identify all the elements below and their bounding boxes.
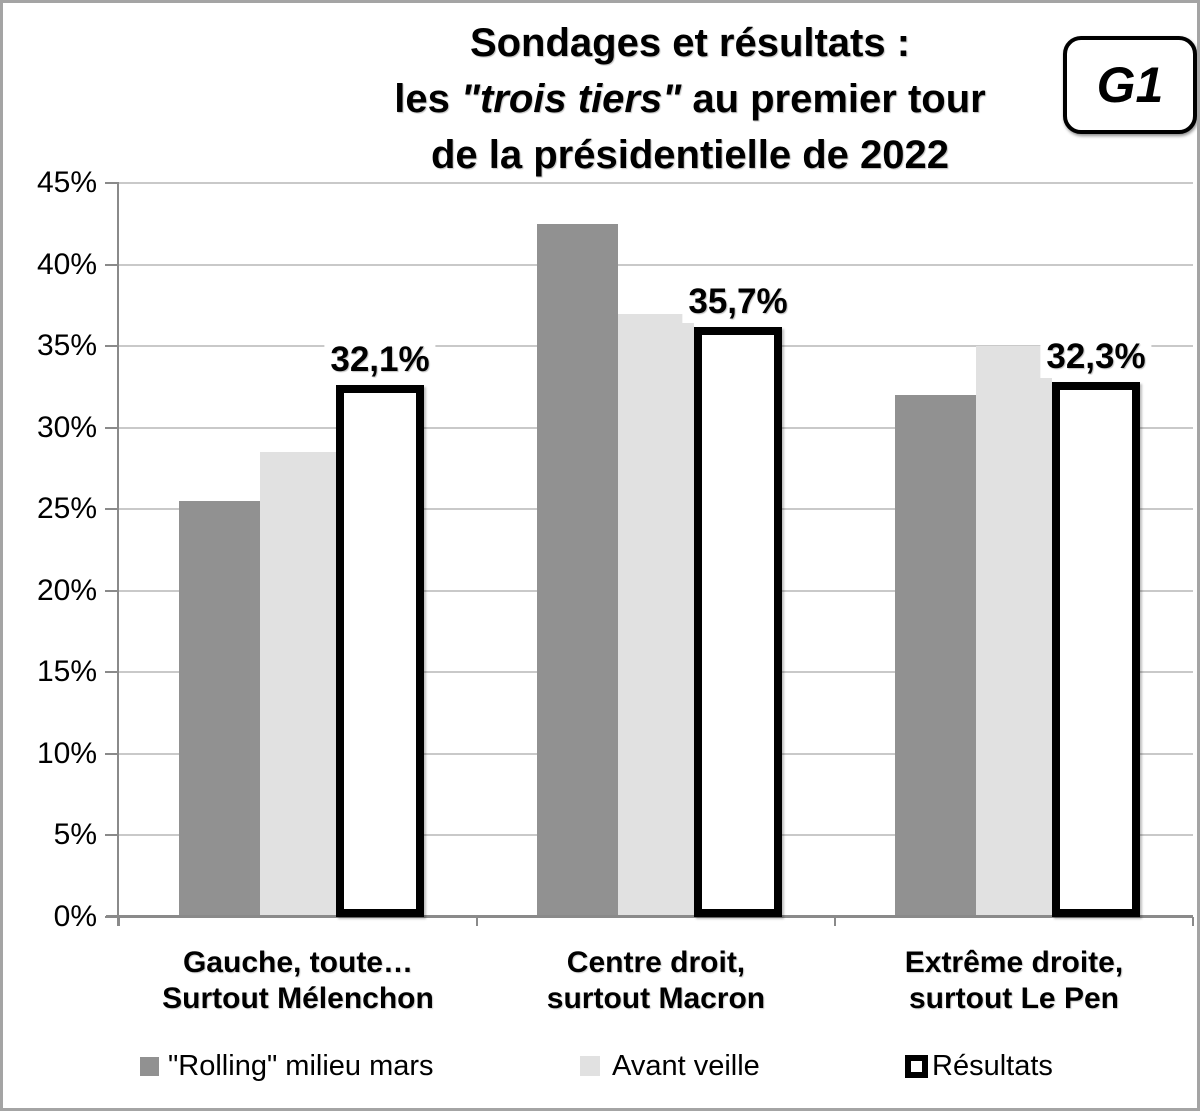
legend-item-resultats: Résultats [905, 1047, 1053, 1085]
x-axis-line [106, 915, 1193, 918]
category-label-2: Extrême droite, surtout Le Pen [835, 945, 1193, 1017]
y-axis-tick-40pct [105, 263, 119, 266]
chart-title-line-2: les "trois tiers" au premier tour [140, 71, 1197, 127]
x-axis-tick-0 [118, 917, 120, 926]
y-axis-label-45pct: 45% [36, 166, 97, 199]
legend: "Rolling" milieu mars Avant veille Résulta… [3, 1047, 1197, 1089]
legend-swatch-avant-veille [580, 1056, 600, 1076]
g1-badge: G1 [1063, 36, 1197, 134]
bar-avant-veille-2 [976, 346, 1052, 917]
gridline-45pct [119, 182, 1193, 184]
legend-swatch-rolling [140, 1056, 159, 1076]
category-label-0-line2: Surtout Mélenchon [162, 982, 434, 1015]
bar-resultats-2 [1052, 382, 1140, 917]
category-label-1-line2: surtout Macron [546, 982, 766, 1015]
y-axis-label-15pct: 15% [36, 655, 97, 689]
chart-title: Sondages et résultats : les "trois tiers… [140, 15, 1197, 183]
y-axis-tick-25pct [105, 508, 119, 511]
y-axis-tick-30pct [105, 426, 119, 429]
x-axis-tick-3 [1192, 917, 1194, 926]
legend-item-avant-veille: Avant veille [580, 1047, 760, 1085]
title-line2-suffix: au premier tour [681, 77, 986, 121]
y-axis-label-35pct: 35% [36, 329, 97, 363]
y-axis-line [117, 182, 119, 926]
x-axis-tick-1 [476, 917, 478, 926]
bar-rolling-0 [179, 501, 260, 917]
gridline-40pct [119, 263, 1193, 266]
legend-swatch-resultats [905, 1054, 928, 1078]
title-line2-prefix: les [394, 77, 461, 121]
data-label-resultats-1: 35,7% [682, 280, 794, 323]
category-label-2-line1: Extrême droite, [904, 946, 1124, 979]
bar-avant-veille-0 [260, 452, 336, 917]
category-label-2-line2: surtout Le Pen [908, 982, 1119, 1015]
y-axis-label-25pct: 25% [36, 492, 97, 526]
bar-rolling-1 [537, 223, 618, 917]
y-axis-label-20pct: 20% [36, 573, 97, 607]
title-line2-italic: "trois tiers" [460, 77, 682, 121]
plot-area: 0% 5% 10% 15% 20% 25% 30% 35% 40% 45% 32,1% 35,7% 32… [37, 167, 1194, 933]
category-axis: Gauche, toute… Surtout Mélenchon Centre dr… [119, 945, 1193, 1017]
y-axis-label-0pct: 0% [53, 900, 97, 933]
bar-avant-veille-1 [618, 313, 694, 917]
bar-resultats-1 [694, 326, 782, 917]
legend-label-resultats: Résultats [932, 1050, 1053, 1082]
legend-label-rolling: "Rolling" milieu mars [168, 1050, 434, 1082]
category-label-0: Gauche, toute… Surtout Mélenchon [119, 945, 477, 1017]
y-axis-tick-20pct [105, 589, 119, 592]
y-axis-tick-5pct [105, 834, 119, 837]
bar-resultats-0 [336, 385, 424, 917]
bar-rolling-2 [895, 395, 976, 917]
legend-label-avant-veille: Avant veille [612, 1050, 760, 1082]
y-axis-label-10pct: 10% [36, 736, 97, 770]
data-label-resultats-2: 32,3% [1040, 336, 1152, 379]
chart-title-line-1: Sondages et résultats : [469, 21, 911, 65]
data-label-resultats-0: 32,1% [324, 339, 436, 382]
category-label-0-line1: Gauche, toute… [182, 946, 413, 979]
y-axis-tick-45pct [105, 182, 119, 184]
y-axis-tick-35pct [105, 345, 119, 348]
category-label-1: Centre droit, surtout Macron [477, 945, 835, 1017]
y-axis-label-40pct: 40% [36, 247, 97, 281]
category-label-1-line1: Centre droit, [566, 946, 746, 979]
y-axis-tick-15pct [105, 671, 119, 674]
legend-item-rolling: "Rolling" milieu mars [140, 1047, 434, 1085]
y-axis-label-30pct: 30% [36, 410, 97, 444]
chart-title-line-3: de la présidentielle de 2022 [430, 133, 950, 177]
y-axis-tick-10pct [105, 752, 119, 755]
y-axis-label-5pct: 5% [53, 818, 97, 852]
x-axis-tick-2 [834, 917, 836, 926]
